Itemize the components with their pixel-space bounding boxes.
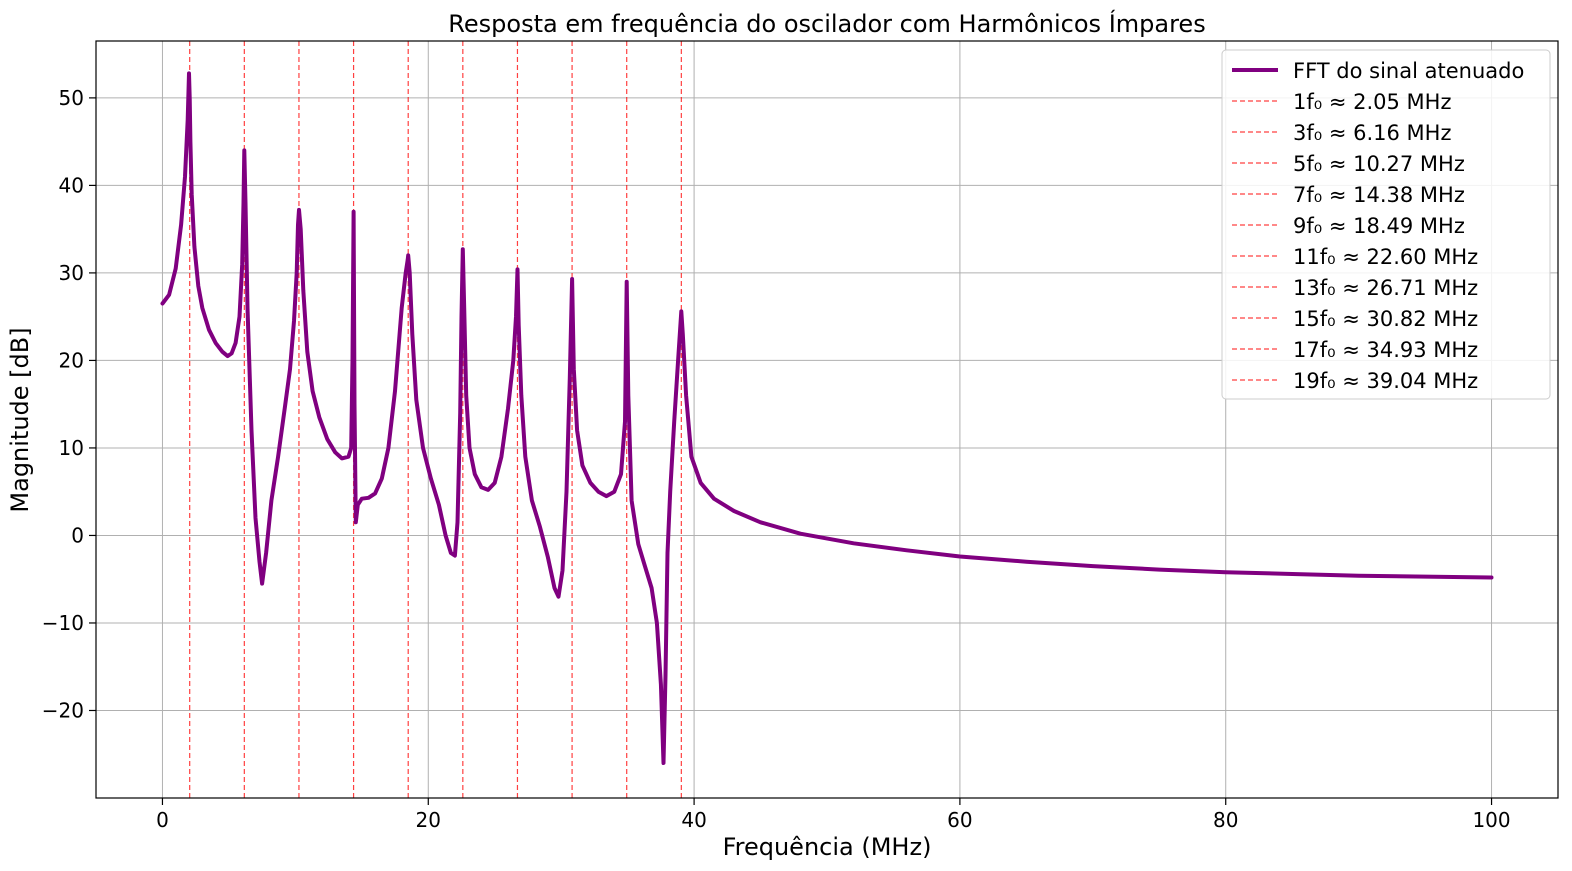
x-tick-label: 20 [416,808,441,832]
series-line [160,71,1494,765]
legend-label: 3f₀ ≈ 6.16 MHz [1293,121,1451,145]
legend-box [1221,49,1551,400]
x-tick-label: 60 [947,808,972,832]
y-tick-label: 20 [59,348,84,372]
plot-frame [95,40,1559,799]
legend-label: 19f₀ ≈ 39.04 MHz [1293,369,1478,393]
y-tick-label: 50 [59,86,84,110]
y-tick-label: 10 [59,436,84,460]
x-tick-label: 40 [681,808,706,832]
series-group [160,71,1494,765]
y-axis-label: Magnitude [dB] [6,327,34,512]
y-tick-label: −20 [42,698,84,722]
x-axis-ticks: 0 20 40 60 80 100 [156,798,1511,832]
y-axis-ticks: −20 −10 0 10 20 30 40 50 [42,86,96,722]
y-tick-label: −10 [42,611,84,635]
y-tick-label: 40 [59,173,84,197]
legend-label: 15f₀ ≈ 30.82 MHz [1293,307,1478,331]
y-tick-label: 30 [59,261,84,285]
legend-label: 17f₀ ≈ 34.93 MHz [1293,338,1478,362]
legend-label: 11f₀ ≈ 22.60 MHz [1293,245,1478,269]
x-axis-label: Frequência (MHz) [723,833,932,861]
y-tick-label: 0 [71,523,84,547]
legend-label: 5f₀ ≈ 10.27 MHz [1293,152,1465,176]
x-tick-label: 0 [156,808,169,832]
legend-label: 1f₀ ≈ 2.05 MHz [1293,90,1451,114]
chart-title: Resposta em frequência do oscilador com … [448,9,1205,38]
legend: FFT do sinal atenuado 1f₀ ≈ 2.05 MHz 3f₀ ≈… [1221,49,1551,400]
legend-label: 7f₀ ≈ 14.38 MHz [1293,183,1465,207]
legend-label: FFT do sinal atenuado [1293,59,1524,83]
legend-label: 9f₀ ≈ 18.49 MHz [1293,214,1465,238]
x-tick-label: 80 [1213,808,1238,832]
legend-label: 13f₀ ≈ 26.71 MHz [1293,276,1478,300]
x-tick-label: 100 [1472,808,1510,832]
